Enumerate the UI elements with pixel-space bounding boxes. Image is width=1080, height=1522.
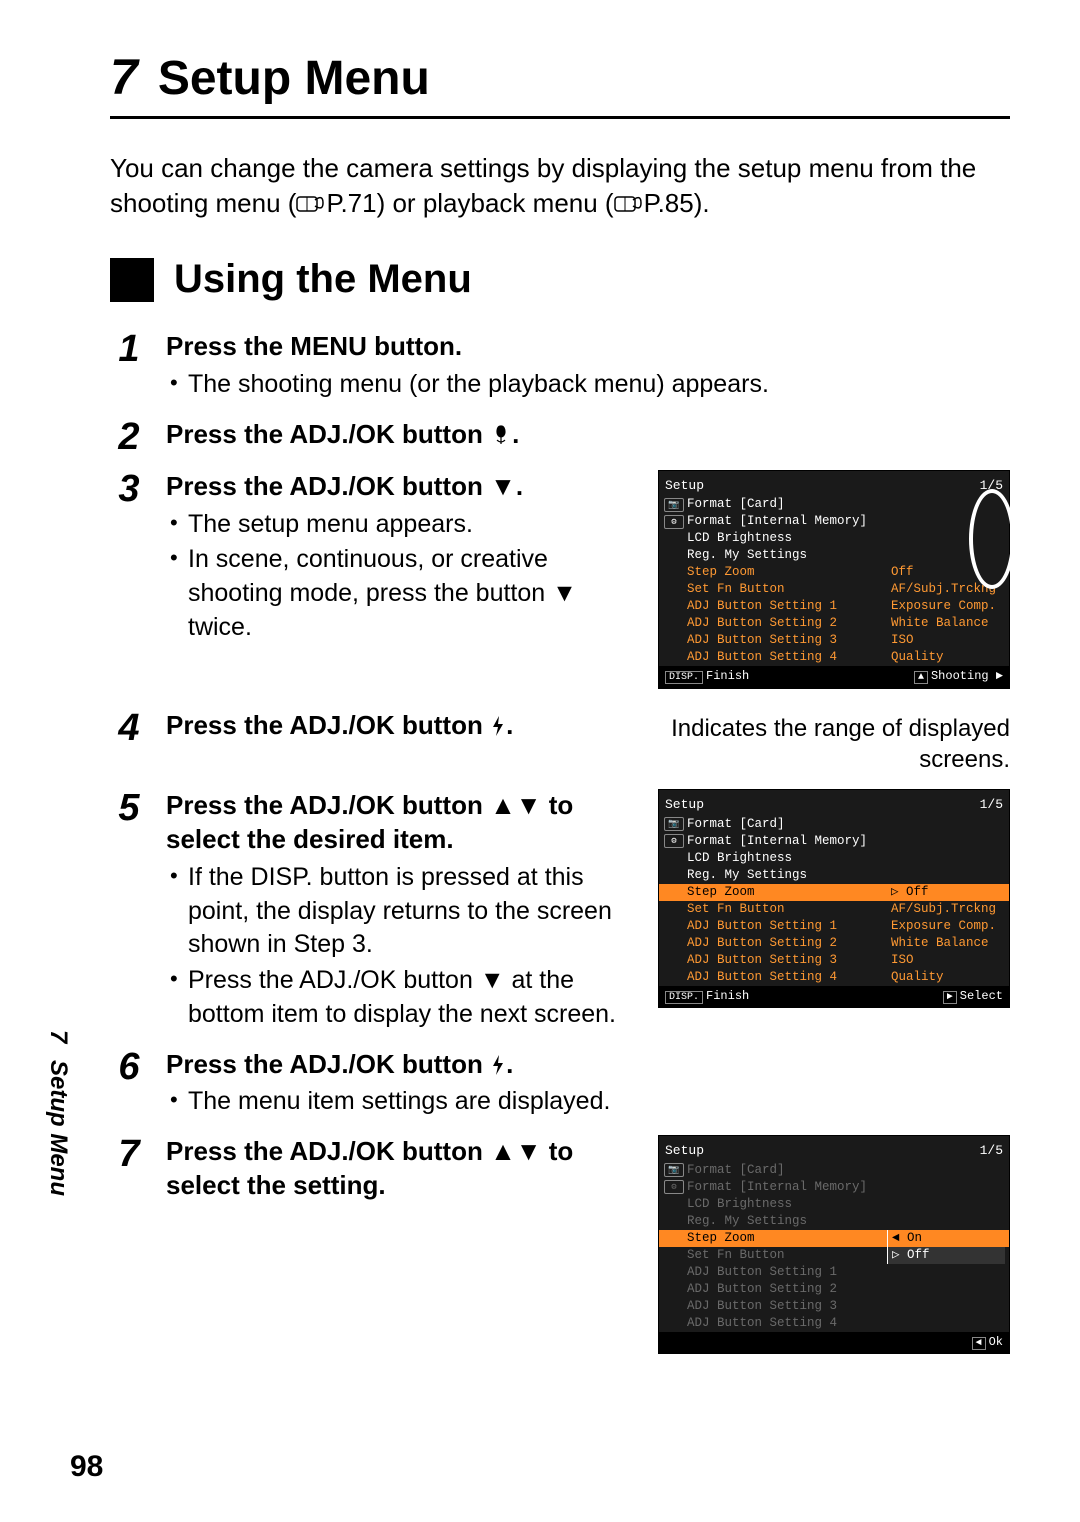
- lcd-footer-text: Finish: [706, 669, 749, 683]
- step-5: 5 Press the ADJ./OK button ▲▼ to select …: [110, 789, 1010, 1033]
- lcd-footer-right: ►Select: [943, 988, 1003, 1005]
- subheading-marker: [110, 258, 154, 302]
- bullet-text: In scene, continuous, or creative shooti…: [188, 545, 552, 607]
- step-title: Press the ADJ./OK button .: [166, 709, 638, 743]
- flash-icon: [490, 710, 506, 740]
- left-triangle-icon: ◄: [972, 1337, 986, 1350]
- step-bullet: If the DISP. button is pressed at this p…: [166, 861, 638, 962]
- up-triangle-icon: ▲: [914, 671, 928, 684]
- up-down-triangle-icon: ▲▼: [490, 790, 541, 820]
- lcd-page-indicator: 1/5: [980, 796, 1003, 814]
- step-number: 6: [110, 1048, 148, 1122]
- step-title-text: Press the ADJ./OK button: [166, 710, 490, 740]
- step-title-text: Press the ADJ./OK button: [166, 419, 490, 449]
- step-title-text: Press the ADJ./OK button: [166, 1049, 490, 1079]
- lcd-footer-left: DISP.Finish: [665, 668, 749, 685]
- intro-ref1: P.71: [326, 188, 376, 218]
- lcd-footer-text: Select: [960, 989, 1003, 1003]
- lcd-page-indicator: 1/5: [980, 1142, 1003, 1160]
- right-triangle-icon: ►: [943, 991, 957, 1004]
- flash-icon: [490, 1049, 506, 1079]
- step-2: 2 Press the ADJ./OK button .: [110, 418, 1010, 456]
- lcd-footer-right: ▲Shooting ►: [914, 668, 1003, 685]
- lcd-title: Setup: [665, 796, 704, 814]
- lcd-screenshot-1: Setup1/5 📷Format [Card]⚙Format [Internal…: [658, 470, 1010, 689]
- step-number: 5: [110, 789, 148, 1033]
- step-title: Press the ADJ./OK button ▲▼ to select th…: [166, 1135, 638, 1203]
- step-3: 3 Press the ADJ./OK button ▼. The setup …: [110, 470, 1010, 695]
- step-1: 1 Press the MENU button. The shooting me…: [110, 330, 1010, 404]
- intro-line1: You can change the camera settings by di…: [110, 153, 874, 183]
- step-number: 2: [110, 418, 148, 456]
- step-number: 7: [110, 1135, 148, 1360]
- step-title-text: Press the ADJ./OK button: [166, 471, 490, 501]
- step-title: Press the MENU button.: [166, 330, 1010, 364]
- subheading-title: Using the Menu: [174, 257, 472, 302]
- side-tab-title: Setup Menu: [45, 1060, 72, 1196]
- step-4: 4 Press the ADJ./OK button . Indicates t…: [110, 709, 1010, 775]
- chapter-title: Setup Menu: [158, 51, 430, 106]
- step-number: 3: [110, 470, 148, 695]
- down-triangle-icon: ▼: [480, 966, 505, 994]
- down-triangle-icon: ▼: [490, 471, 516, 501]
- step-7: 7 Press the ADJ./OK button ▲▼ to select …: [110, 1135, 1010, 1360]
- chapter-header: 7 Setup Menu: [110, 48, 1010, 119]
- down-triangle-icon: ▼: [552, 579, 577, 607]
- step-title-dot: .: [516, 471, 523, 501]
- lcd-footer-label: DISP.: [665, 991, 703, 1004]
- reference-icon: [614, 193, 644, 215]
- step-title: Press the ADJ./OK button ▼.: [166, 470, 638, 504]
- step-title: Press the ADJ./OK button .: [166, 1048, 1010, 1082]
- steps-list: 1 Press the MENU button. The shooting me…: [110, 330, 1010, 1360]
- lcd-footer-left: DISP.Finish: [665, 988, 749, 1005]
- lcd-screenshot-2: Setup1/5 📷Format [Card]⚙Format [Internal…: [658, 789, 1010, 1008]
- step-title: Press the ADJ./OK button ▲▼ to select th…: [166, 789, 638, 857]
- step-title-dot: .: [512, 419, 519, 449]
- step-bullet: The shooting menu (or the playback menu)…: [166, 368, 1010, 402]
- lcd-footer-text: Shooting: [931, 669, 989, 683]
- step-bullet: Press the ADJ./OK button ▼ at the bottom…: [166, 964, 638, 1032]
- lcd-footer-right: ◄Ok: [972, 1334, 1003, 1351]
- lcd-page-indicator: 1/5: [980, 477, 1003, 495]
- lcd-footer-text: Ok: [989, 1335, 1003, 1349]
- step-bullet: In scene, continuous, or creative shooti…: [166, 543, 638, 644]
- side-tab: 7 Setup Menu: [44, 1030, 72, 1196]
- step-bullet: The setup menu appears.: [166, 508, 638, 542]
- lcd-footer-text: Finish: [706, 989, 749, 1003]
- up-down-triangle-icon: ▲▼: [490, 1136, 541, 1166]
- step-number: 4: [110, 709, 148, 775]
- lcd-footer-label: DISP.: [665, 671, 703, 684]
- intro-paragraph: You can change the camera settings by di…: [110, 151, 1010, 221]
- step-title-dot: .: [506, 1049, 513, 1079]
- bullet-text: Press the ADJ./OK button: [188, 966, 480, 994]
- step-6: 6 Press the ADJ./OK button . The menu it…: [110, 1048, 1010, 1122]
- side-tab-number: 7: [45, 1030, 72, 1043]
- step-title-text: Press the ADJ./OK button: [166, 790, 490, 820]
- step-bullet: The menu item settings are displayed.: [166, 1085, 1010, 1119]
- subheading-row: Using the Menu: [110, 257, 1010, 302]
- intro-line2b: ) or playback menu (: [377, 188, 614, 218]
- lcd-screenshot-3: Setup1/5 📷Format [Card]⚙Format [Internal…: [658, 1135, 1010, 1354]
- screen-caption: Indicates the range of displayed screens…: [658, 713, 1010, 775]
- step-title-text: Press the ADJ./OK button: [166, 1136, 490, 1166]
- bullet-text: twice.: [188, 613, 252, 641]
- reference-icon: [296, 193, 326, 215]
- intro-ref2: P.85: [644, 188, 694, 218]
- step-title-dot: .: [506, 710, 513, 740]
- lcd-title: Setup: [665, 477, 704, 495]
- page-number: 98: [70, 1450, 103, 1484]
- step-title: Press the ADJ./OK button .: [166, 418, 1010, 452]
- step-number: 1: [110, 330, 148, 404]
- lcd-title: Setup: [665, 1142, 704, 1160]
- chapter-number: 7: [110, 48, 138, 106]
- intro-line2c: ).: [694, 188, 710, 218]
- macro-icon: [490, 419, 512, 449]
